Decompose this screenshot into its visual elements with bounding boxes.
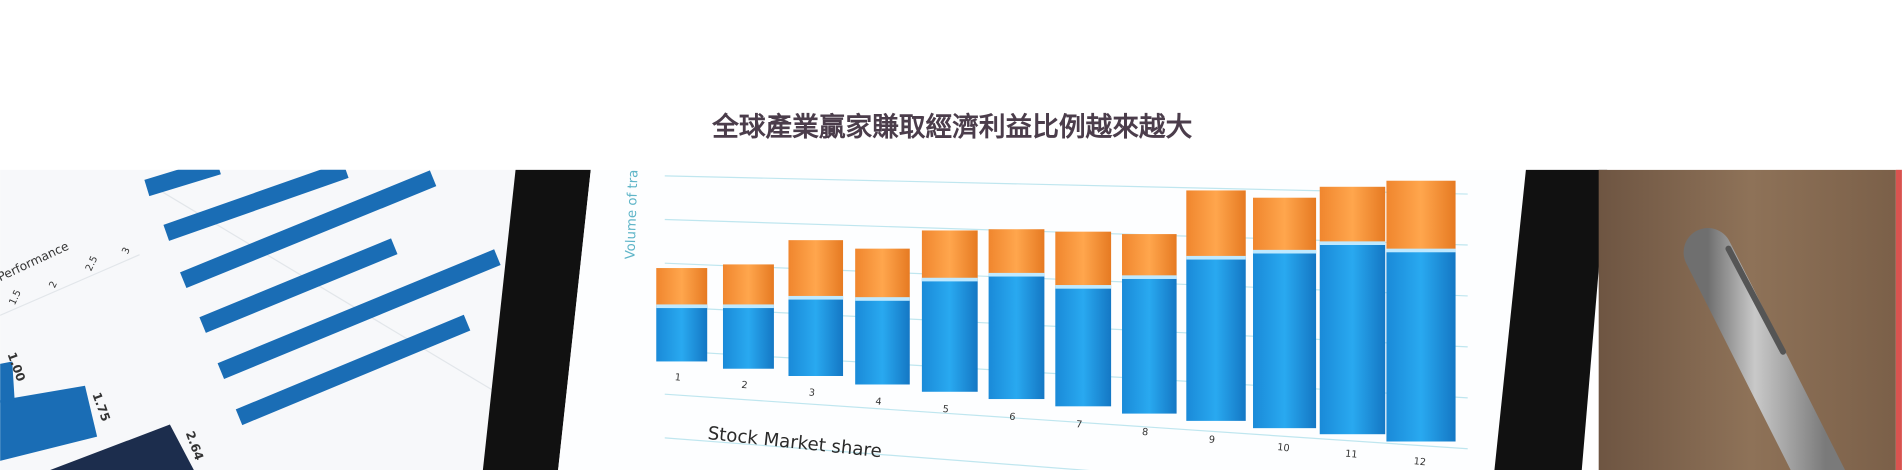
screen-x-label: 7 xyxy=(1075,419,1082,431)
screen-bar-lower xyxy=(1253,251,1317,429)
screen-bar-upper xyxy=(722,264,774,306)
screen-bar-lower xyxy=(1122,276,1177,414)
screen-x-label: 2 xyxy=(741,380,748,392)
screen-y-title: Volume of tra xyxy=(623,169,641,259)
screen-bar-divider xyxy=(1186,255,1246,260)
tablet-bezel xyxy=(482,169,591,470)
screen-bar-upper xyxy=(1319,186,1386,243)
screen-bar-lower xyxy=(1055,286,1112,407)
screen-bars xyxy=(656,180,1456,442)
paper-bars xyxy=(144,169,501,426)
screen-x-label: 11 xyxy=(1345,449,1358,461)
screen-bar-upper xyxy=(921,230,978,279)
paper-tick: 2 xyxy=(47,280,60,290)
screen-grid-line xyxy=(664,393,1468,450)
screen-bar-divider xyxy=(988,272,1045,277)
screen-bar-lower xyxy=(788,297,844,376)
edge-stripe xyxy=(1895,169,1902,470)
screen-x-label: 6 xyxy=(1009,412,1016,424)
paper-tick: 3 xyxy=(120,246,133,256)
paper-bar xyxy=(50,424,194,470)
screen-x-label: 1 xyxy=(674,372,681,384)
screen-bar-upper xyxy=(1122,234,1177,277)
screen-bar-upper xyxy=(1186,190,1246,258)
screen-bar-upper xyxy=(656,268,708,306)
paper-bar xyxy=(0,361,15,403)
tablet-bezel xyxy=(1494,169,1608,470)
screen-bar-upper xyxy=(988,229,1045,275)
screen-bar-lower xyxy=(988,274,1045,400)
screen-bar-divider xyxy=(1122,275,1177,279)
screen-bar-divider xyxy=(656,304,708,309)
screen-bar-lower xyxy=(1319,242,1386,435)
screen-bar-upper xyxy=(788,240,844,298)
screen-x-label: 10 xyxy=(1277,442,1290,454)
screen-bar-divider xyxy=(722,304,774,309)
screen-bar-divider xyxy=(921,277,978,282)
screen-x-label: 8 xyxy=(1141,427,1148,439)
screen-grid-line xyxy=(664,437,1090,470)
screen-bar-lower xyxy=(855,298,910,385)
screen-x-label: 4 xyxy=(875,396,882,408)
pen xyxy=(1683,228,1846,470)
screen-bar-divider xyxy=(855,297,910,301)
screen-bar-lower xyxy=(1386,249,1456,442)
screen-bar-lower xyxy=(656,305,708,362)
screen-bar-divider xyxy=(1319,241,1386,246)
screen-x-label: 3 xyxy=(808,387,815,399)
screen-bar-upper xyxy=(1386,180,1456,250)
screen-x-label: 9 xyxy=(1208,434,1215,446)
pen-clip xyxy=(1725,245,1787,355)
screen-bar-lower xyxy=(1186,257,1246,421)
screen-x-label: 5 xyxy=(942,404,949,416)
section-title: 全球產業贏家賺取經濟利益比例越來越大 xyxy=(711,112,1192,143)
screen-bar-lower xyxy=(921,278,978,392)
screen-bar-divider xyxy=(1055,285,1112,289)
screen-bar-upper xyxy=(1253,197,1317,252)
screen-bar-divider xyxy=(788,295,844,300)
screen-bar-divider xyxy=(1253,249,1317,254)
screen-bar-divider xyxy=(1386,248,1456,253)
screen-bar-upper xyxy=(855,248,910,299)
screen-x-label: 12 xyxy=(1413,456,1426,468)
screen-bar-upper xyxy=(1055,231,1112,287)
screen-bar-lower xyxy=(722,305,774,369)
paper-bar xyxy=(0,385,98,461)
